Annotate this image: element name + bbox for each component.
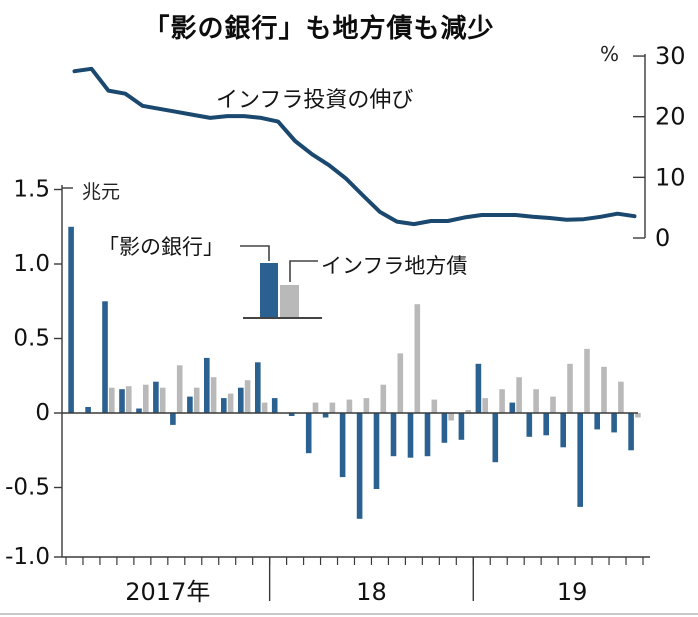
bar-shadow [492, 413, 499, 463]
year-label: 19 [557, 578, 588, 606]
bar-bond [448, 413, 454, 421]
bar-shadow [187, 396, 193, 413]
bar-shadow [577, 413, 583, 507]
bar-shadow [221, 398, 227, 413]
bar-shadow [509, 402, 516, 413]
legend-swatch-bond [280, 285, 299, 318]
year-label: 2017年 [125, 578, 210, 606]
left-tick-label: 0 [35, 400, 50, 426]
bar-bond [227, 393, 234, 413]
bar-bond [244, 380, 251, 413]
bar-bond [550, 396, 556, 413]
chart-title: 「影の銀行」も地方債も減少 [143, 14, 495, 44]
left-tick-label: 1.0 [13, 251, 50, 277]
bar-bond [618, 381, 624, 413]
bar-shadow [322, 413, 329, 418]
x-axis: 2017年 18 19 [62, 556, 650, 606]
right-tick-label: 10 [655, 163, 686, 191]
bar-shadow [85, 407, 91, 413]
bar-bond [109, 387, 115, 413]
bar-shadow [68, 226, 74, 414]
bar-shadow [628, 413, 634, 451]
bottom-divider [0, 613, 698, 615]
bar-shadow [356, 413, 363, 519]
bar-bond [312, 402, 319, 413]
bar-shadow [102, 301, 108, 414]
bar-bond [329, 402, 336, 413]
bar-shadow [611, 413, 617, 433]
bar-shadow [339, 413, 346, 478]
bar-bond [567, 363, 573, 413]
left-axis-unit: 兆元 [82, 181, 121, 203]
bar-shadow [255, 362, 261, 413]
left-tick-label: -0.5 [5, 475, 50, 501]
bar-series-shadow-banking [68, 226, 634, 519]
bar-bond [210, 377, 217, 413]
bar-bond [261, 402, 268, 413]
bar-shadow [458, 413, 465, 440]
legend-label-infra-bonds: インフラ地方債 [321, 254, 468, 278]
bar-bond [414, 304, 421, 413]
legend-mini-chart [240, 245, 322, 319]
bar-shadow [119, 389, 125, 413]
bar-bond [193, 387, 200, 413]
bar-shadow [594, 413, 600, 430]
bar-bond [533, 389, 539, 413]
year-label: 18 [356, 578, 387, 606]
bar-series-infra-bonds [109, 304, 641, 421]
bar-shadow [560, 413, 566, 448]
legend-label-shadow-banking: 「影の銀行」 [98, 235, 224, 259]
left-tick-label: 1.5 [13, 177, 50, 203]
bar-shadow [288, 413, 295, 416]
bar-shadow [305, 413, 312, 454]
legend-swatch-shadow [260, 263, 278, 318]
bar-bond [635, 413, 641, 418]
bar-shadow [238, 387, 244, 413]
bar-bond [143, 384, 149, 413]
bar-bond [499, 389, 505, 413]
right-tick-label: 20 [655, 103, 686, 131]
line-infra-investment-growth [72, 66, 637, 227]
bar-bond [159, 387, 166, 413]
bar-shadow [407, 413, 414, 458]
bar-shadow [441, 413, 448, 443]
bar-shadow [136, 408, 142, 413]
bar-bond [363, 398, 370, 413]
bar-bond [176, 365, 183, 413]
bar-bond [346, 399, 353, 413]
bar-bond [380, 384, 387, 413]
bar-bond [584, 348, 590, 413]
right-axis: 30 20 10 0 [633, 42, 686, 252]
bar-bond [397, 353, 404, 413]
left-tick-label: 0.5 [13, 326, 50, 352]
right-tick-label: 30 [655, 42, 686, 70]
bar-bond [465, 410, 471, 413]
bar-bond [126, 386, 132, 413]
bar-shadow [543, 413, 549, 436]
legend-callout-shadow [240, 245, 270, 261]
left-axis: 1.5 1.0 0.5 0 -0.5 -1.0 [5, 177, 73, 570]
line-series-label: インフラ投資の伸び [216, 88, 414, 113]
bar-shadow [390, 413, 397, 457]
bar-shadow [153, 381, 159, 413]
right-axis-unit: % [600, 42, 620, 66]
bar-bond [601, 366, 607, 413]
bar-bond [516, 377, 522, 413]
right-tick-label: 0 [655, 224, 670, 252]
bar-shadow [271, 398, 278, 413]
legend-callout-bond [289, 260, 318, 282]
left-tick-label: -1.0 [5, 544, 50, 570]
bar-shadow [526, 413, 533, 437]
bar-bond [482, 398, 488, 413]
bar-shadow [424, 413, 431, 457]
bar-shadow [204, 357, 210, 413]
bar-shadow [170, 413, 176, 425]
bar-shadow [475, 363, 482, 413]
bar-bond [431, 399, 438, 413]
bar-shadow [373, 413, 380, 489]
